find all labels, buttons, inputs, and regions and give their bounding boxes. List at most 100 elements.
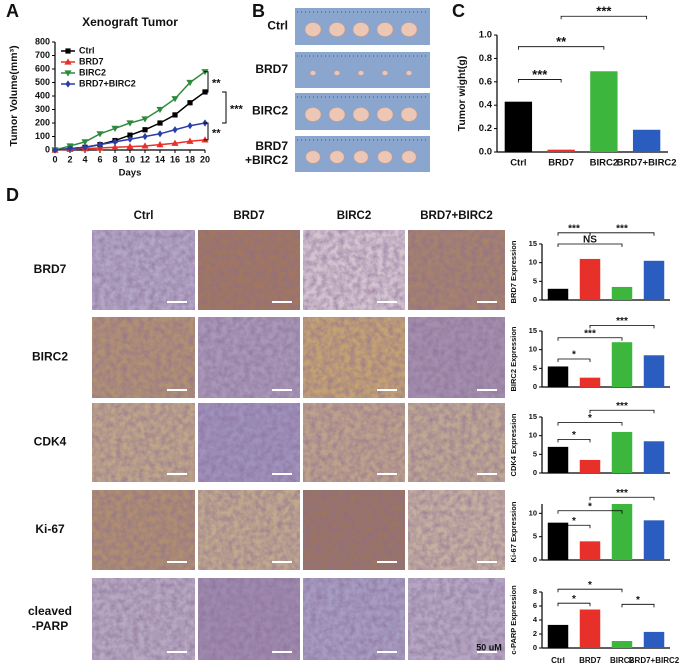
ihc-texture: [92, 403, 195, 482]
bar: [643, 260, 665, 300]
ihc-column-label: BRD7: [233, 210, 264, 222]
y-tick-label: 0.4: [479, 100, 493, 111]
significance-label: *: [572, 430, 576, 441]
significance-label: ***: [616, 488, 628, 499]
significance-bracket: [557, 358, 591, 362]
legend-marker: [64, 58, 72, 65]
y-axis-label: Tumor wight(g): [456, 56, 468, 132]
data-point: [127, 135, 133, 143]
y-tick-label: 0.2: [479, 123, 492, 134]
bar: [611, 286, 633, 300]
bar: [643, 441, 665, 473]
chart-title: Xenograft Tumor: [82, 15, 178, 29]
significance-label: **: [556, 34, 567, 49]
tumor: [329, 150, 345, 164]
data-point: [156, 106, 164, 114]
ihc-texture: [198, 403, 300, 482]
significance-bracket: [560, 15, 648, 20]
significance-bracket: [589, 232, 655, 236]
ihc-texture: [408, 317, 505, 398]
data-point: [157, 120, 163, 126]
tumor: [381, 70, 389, 76]
y-tick-label: 5: [533, 363, 537, 372]
data-point: [156, 141, 164, 148]
significance-bracket: [517, 46, 605, 50]
x-tick-label: 0: [52, 154, 57, 164]
ihc-row-label: BRD7: [34, 262, 67, 276]
legend-label: BRD7: [79, 56, 104, 66]
tumor: [304, 22, 322, 37]
x-tick-label: BIRC2: [590, 158, 619, 169]
data-point: [172, 126, 178, 134]
x-tick-label: BRD7: [548, 158, 574, 169]
bar: [611, 504, 633, 560]
significance-bracket: [589, 324, 655, 329]
bar: [579, 258, 601, 300]
bar: [547, 366, 569, 387]
ihc-row-label: BIRC2: [32, 350, 68, 364]
y-tick-label: 5: [533, 449, 537, 458]
significance-bracket: [204, 71, 209, 93]
y-tick-label: 0: [533, 382, 537, 391]
tumor: [352, 107, 370, 122]
data-point: [52, 146, 58, 154]
data-point: [187, 122, 193, 130]
bar: [547, 288, 569, 300]
y-tick-label: 400: [35, 90, 50, 100]
y-tick-label: 0: [45, 144, 50, 154]
x-tick-label: BRD7+BIRC2: [617, 158, 677, 169]
y-tick-label: 15: [529, 326, 537, 335]
ihc-texture: [303, 317, 405, 398]
x-tick-label: 8: [112, 154, 117, 164]
significance-bracket: [557, 422, 623, 426]
significance-label: ***: [596, 4, 612, 19]
significance-bracket: [557, 588, 623, 593]
y-tick-label: 10: [529, 431, 537, 440]
bar: [643, 520, 665, 560]
data-point: [112, 138, 118, 146]
y-tick-label: 0.6: [479, 76, 492, 87]
bar: [579, 459, 601, 473]
legend-marker: [65, 80, 71, 88]
ihc-row-label: Ki-67: [35, 522, 65, 536]
tumor: [357, 70, 365, 76]
data-point: [172, 112, 178, 118]
y-tick-label: 0: [533, 468, 537, 477]
y-tick-label: 500: [35, 77, 50, 87]
legend-marker: [65, 48, 71, 54]
bar: [547, 149, 575, 152]
photo-row-label: BRD7: [255, 62, 288, 76]
significance-bracket: [557, 438, 591, 443]
ihc-texture: [92, 230, 195, 310]
tumor: [401, 150, 417, 164]
significance-bracket: [557, 602, 591, 607]
x-tick-label: BRD7: [579, 656, 601, 665]
y-tick-label: 10: [529, 258, 537, 267]
ihc-texture: [198, 230, 300, 310]
tumor: [400, 107, 418, 122]
ihc-texture: [92, 490, 195, 570]
tumor: [353, 150, 369, 164]
ihc-row-label: cleaved: [28, 604, 72, 618]
bar: [643, 355, 665, 387]
tumor: [328, 107, 346, 122]
data-point: [67, 145, 73, 153]
ihc-texture: [303, 230, 405, 310]
x-tick-label: Ctrl: [551, 656, 565, 665]
tumor: [376, 22, 394, 37]
significance-label: ***: [568, 223, 580, 234]
y-tick-label: 600: [35, 63, 50, 73]
ihc-column-label: Ctrl: [134, 210, 154, 222]
bar: [504, 101, 533, 152]
bar: [547, 624, 569, 648]
y-tick-label: 300: [35, 104, 50, 114]
significance-bracket: [557, 510, 623, 514]
tumor: [376, 107, 394, 122]
x-axis-label: Days: [119, 168, 142, 179]
ihc-texture: [303, 490, 405, 570]
tumor: [352, 22, 370, 37]
ihc-texture: [408, 490, 505, 570]
y-tick-label: 15: [529, 412, 537, 421]
significance-label: ***: [584, 328, 596, 339]
